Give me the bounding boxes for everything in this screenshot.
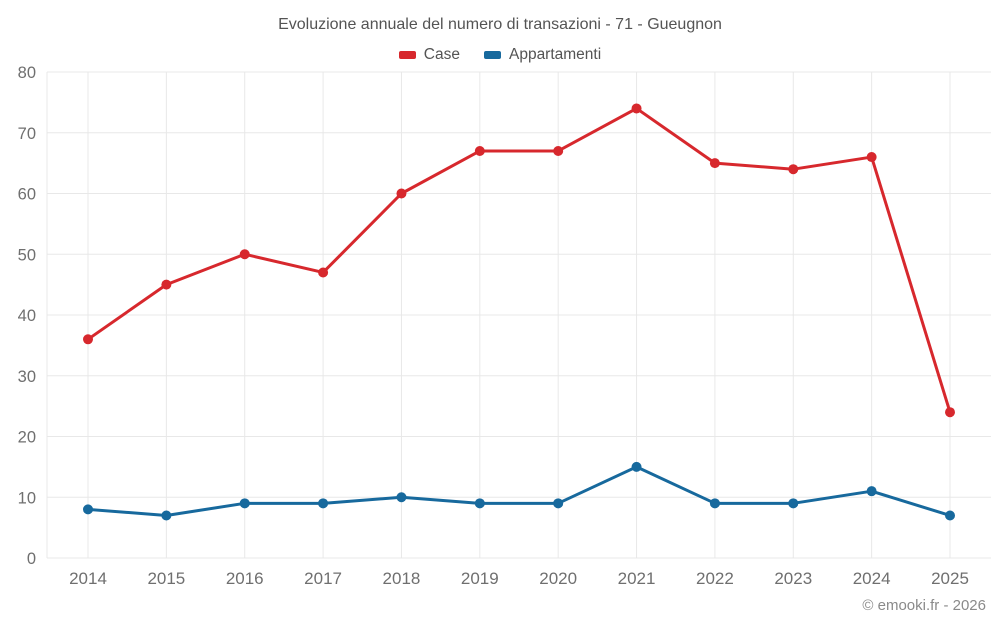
x-tick-label: 2020 bbox=[539, 569, 577, 588]
data-point-appartamenti-2025[interactable] bbox=[945, 510, 955, 521]
data-point-appartamenti-2022[interactable] bbox=[709, 498, 720, 509]
data-point-case-2022[interactable] bbox=[709, 158, 720, 169]
x-tick-label: 2014 bbox=[69, 569, 107, 588]
x-tick-label: 2023 bbox=[774, 569, 812, 588]
legend-item-appartamenti[interactable]: Appartamenti bbox=[483, 46, 602, 64]
data-point-appartamenti-2017[interactable] bbox=[318, 498, 329, 509]
data-point-case-2014[interactable] bbox=[83, 334, 93, 345]
y-tick-label: 50 bbox=[18, 246, 36, 264]
legend-label: Appartamenti bbox=[508, 46, 602, 63]
legend-marker-icon bbox=[483, 51, 501, 59]
credit-text: © emooki.fr - 2026 bbox=[862, 597, 986, 614]
y-tick-label: 60 bbox=[18, 186, 36, 204]
x-tick-label: 2025 bbox=[931, 569, 969, 588]
data-point-appartamenti-2023[interactable] bbox=[788, 498, 799, 509]
y-tick-label: 20 bbox=[18, 429, 36, 447]
data-point-case-2016[interactable] bbox=[239, 249, 250, 260]
x-tick-label: 2024 bbox=[853, 569, 891, 588]
data-point-case-2025[interactable] bbox=[945, 407, 955, 418]
data-point-appartamenti-2015[interactable] bbox=[161, 510, 172, 521]
data-point-case-2018[interactable] bbox=[396, 188, 407, 199]
data-point-case-2020[interactable] bbox=[553, 145, 564, 156]
y-tick-label: 70 bbox=[18, 125, 36, 143]
data-point-appartamenti-2016[interactable] bbox=[239, 498, 250, 509]
x-tick-label: 2022 bbox=[696, 569, 734, 588]
data-point-appartamenti-2019[interactable] bbox=[474, 498, 485, 509]
y-tick-label: 30 bbox=[18, 368, 36, 386]
x-tick-label: 2021 bbox=[618, 569, 656, 588]
legend-item-case[interactable]: Case bbox=[398, 46, 460, 64]
x-tick-label: 2019 bbox=[461, 569, 499, 588]
data-point-appartamenti-2018[interactable] bbox=[396, 492, 407, 503]
data-point-case-2023[interactable] bbox=[788, 164, 799, 175]
data-point-case-2017[interactable] bbox=[318, 267, 329, 278]
chart-legend: Case Appartamenti bbox=[0, 46, 1000, 64]
x-tick-label: 2015 bbox=[147, 569, 185, 588]
legend-marker-icon bbox=[398, 51, 416, 59]
data-point-case-2021[interactable] bbox=[631, 103, 642, 114]
data-point-case-2019[interactable] bbox=[474, 145, 485, 156]
data-point-appartamenti-2024[interactable] bbox=[866, 486, 877, 497]
chart-title: Evoluzione annuale del numero di transaz… bbox=[278, 16, 722, 33]
data-point-appartamenti-2020[interactable] bbox=[553, 498, 564, 509]
legend-label: Case bbox=[423, 46, 460, 63]
data-point-appartamenti-2014[interactable] bbox=[83, 504, 93, 515]
x-tick-label: 2017 bbox=[304, 569, 342, 588]
x-tick-label: 2016 bbox=[226, 569, 264, 588]
y-tick-label: 0 bbox=[27, 550, 36, 568]
x-tick-label: 2018 bbox=[383, 569, 421, 588]
data-point-appartamenti-2021[interactable] bbox=[631, 461, 642, 472]
y-tick-label: 80 bbox=[18, 64, 36, 82]
series-line-appartamenti bbox=[86, 465, 952, 517]
data-point-case-2015[interactable] bbox=[161, 279, 172, 290]
y-tick-label: 10 bbox=[18, 489, 36, 507]
data-point-case-2024[interactable] bbox=[866, 152, 877, 163]
series-line-case bbox=[86, 106, 952, 414]
y-tick-label: 40 bbox=[18, 307, 36, 325]
